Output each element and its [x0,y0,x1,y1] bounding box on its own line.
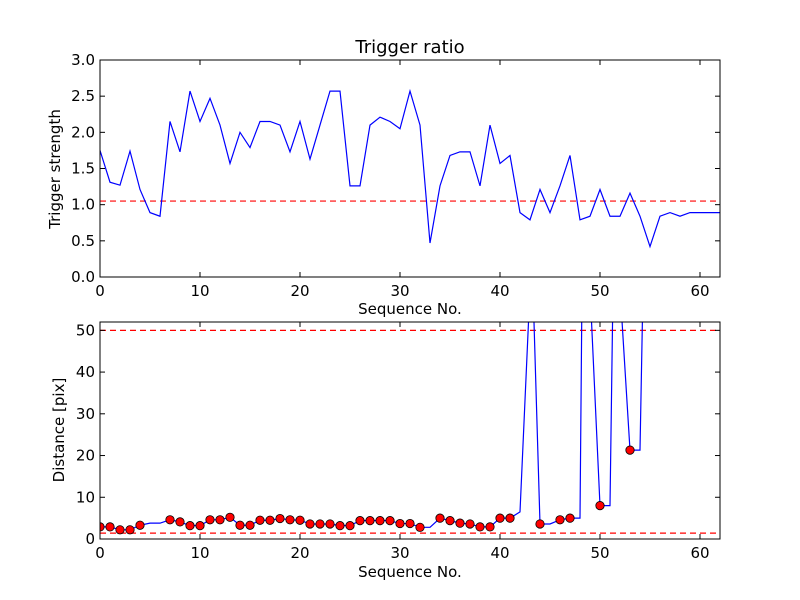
data-point [325,519,335,529]
data-point [565,513,575,523]
x-tick-label: 50 [590,544,609,562]
data-point [595,501,605,511]
y-tick-label: 0 [85,530,95,548]
data-point [315,519,325,529]
y-tick-label: 2.0 [71,123,95,141]
data-point [335,521,345,531]
y-tick-label: 40 [76,363,95,381]
data-point [345,521,355,531]
data-point [175,517,185,527]
data-point [235,520,245,530]
top-x-axis-label: Sequence No. [358,300,462,318]
y-tick-label: 2.5 [71,87,95,105]
data-point [105,522,115,532]
data-point [205,515,215,525]
x-tick-label: 0 [95,282,105,300]
x-tick-label: 10 [190,282,209,300]
data-point [295,515,305,525]
data-point [455,518,465,528]
bottom-x-axis-label: Sequence No. [358,563,462,581]
top-chart-trigger-strength: 0 10 20 30 40 50 60 0.0 0.5 1.0 1.5 2.0 2.5 3.0 [71,51,721,300]
data-point [385,516,395,526]
data-point [435,513,445,523]
top-y-axis-label: Trigger strength [46,109,64,230]
x-tick-label: 50 [590,282,609,300]
data-point [395,518,405,529]
y-tick-label: 1.5 [71,160,95,178]
x-tick-label: 30 [390,282,409,300]
data-point [535,519,545,529]
x-tick-label: 40 [490,544,509,562]
data-point [285,515,295,525]
series-line-1 [100,88,720,249]
x-tick-label: 60 [690,282,709,300]
data-point [505,513,515,523]
data-point [495,513,505,523]
bottom-chart-distance: 0 10 20 30 40 50 60 0 10 20 30 40 50 [76,321,721,562]
y-tick-label: 50 [76,321,95,339]
data-point [445,516,455,526]
data-point [165,515,175,525]
x-tick-label: 0 [95,544,105,562]
data-point [255,515,265,525]
data-point [215,515,225,525]
data-point [305,519,315,529]
bottom-y-axis-label: Distance [pix] [50,378,68,483]
data-point [625,445,635,455]
y-tick-label: 10 [76,488,95,506]
chart-title: Trigger ratio [354,37,464,58]
data-point [195,521,205,531]
y-tick-label: 0.0 [71,268,95,286]
data-point [265,515,275,525]
data-point [135,520,145,530]
x-tick-label: 20 [290,544,309,562]
y-tick-label: 0.5 [71,232,95,250]
plot-frame [99,321,721,540]
data-point [275,513,285,524]
y-tick-label: 1.0 [71,196,95,214]
x-tick-label: 10 [190,544,209,562]
data-point [375,516,385,526]
x-tick-label: 40 [490,282,509,300]
data-point [185,521,195,531]
x-tick-label: 60 [690,544,709,562]
data-point [365,516,375,526]
data-point [115,525,125,535]
data-point [465,519,475,529]
data-point [355,516,365,526]
y-tick-label: 3.0 [71,51,95,69]
data-point [485,522,495,532]
y-tick-label: 20 [76,447,95,465]
x-tick-label: 30 [390,544,409,562]
data-point [125,525,135,535]
series-line-1 [100,322,643,531]
data-point [225,512,235,522]
data-point [405,518,415,529]
data-point [555,515,565,525]
x-tick-label: 20 [290,282,309,300]
data-point [475,522,485,532]
data-point [415,522,425,532]
data-point [245,520,255,530]
y-tick-label: 30 [76,405,95,423]
